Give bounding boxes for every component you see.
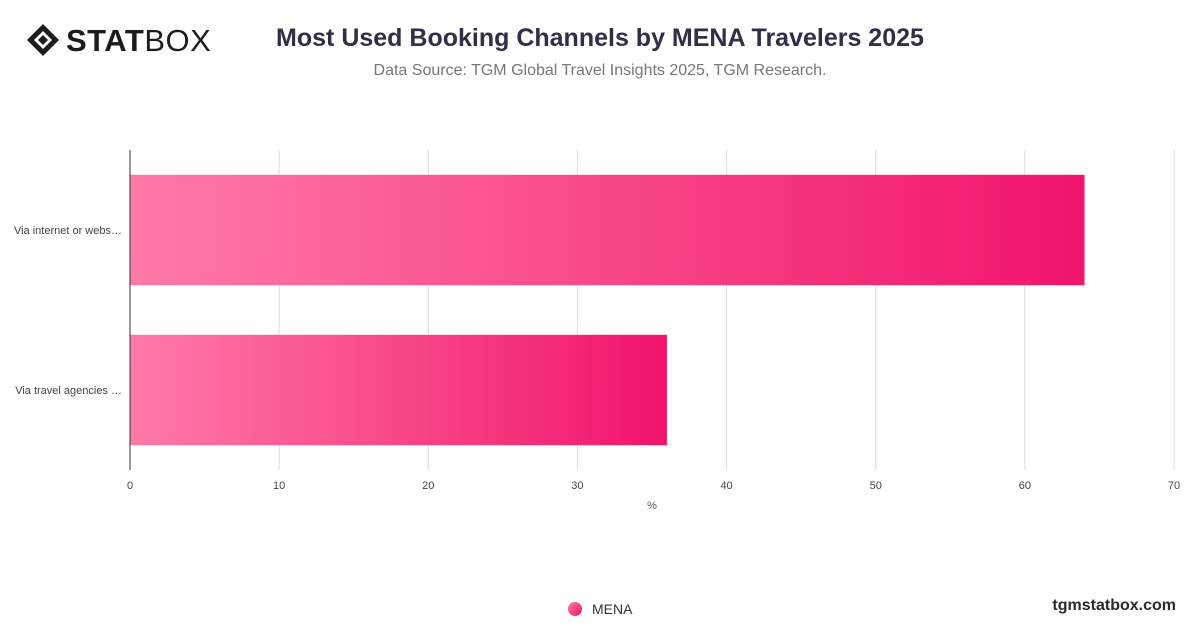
chart-title: Most Used Booking Channels by MENA Trave… [276,24,924,52]
x-tick-label: 0 [127,480,133,492]
x-tick-label: 40 [720,480,732,492]
logo-bold-text: STAT [66,22,145,58]
x-tick-label: 50 [870,480,882,492]
legend-label: MENA [592,601,633,617]
website-watermark: tgmstatbox.com [1052,597,1176,614]
x-axis-label: % [647,500,657,512]
category-label: Via internet or webs… [14,225,122,237]
x-tick-label: 20 [422,480,434,492]
bar [130,334,667,446]
x-tick-label: 70 [1168,480,1180,492]
diamond-logo-icon [27,24,59,56]
x-tick-label: 30 [571,480,583,492]
bars [130,174,1085,446]
logo-light-text: BOX [144,22,212,58]
logo-wordmark: STATBOX [66,25,211,56]
category-label: Via travel agencies … [15,385,122,397]
axes: 0 10 20 30 40 50 60 70 Via internet or webs… Via … [14,150,1180,512]
bar [130,174,1085,286]
legend-marker-icon [568,602,582,616]
x-tick-label: 60 [1019,480,1031,492]
statbox-logo: STATBOX [26,22,211,58]
bar-chart: 0 10 20 30 40 50 60 70 Via internet or webs… Via … [14,150,1180,512]
legend[interactable]: MENA [568,601,632,617]
x-tick-label: 10 [273,480,285,492]
chart-subtitle: Data Source: TGM Global Travel Insights … [373,62,827,79]
